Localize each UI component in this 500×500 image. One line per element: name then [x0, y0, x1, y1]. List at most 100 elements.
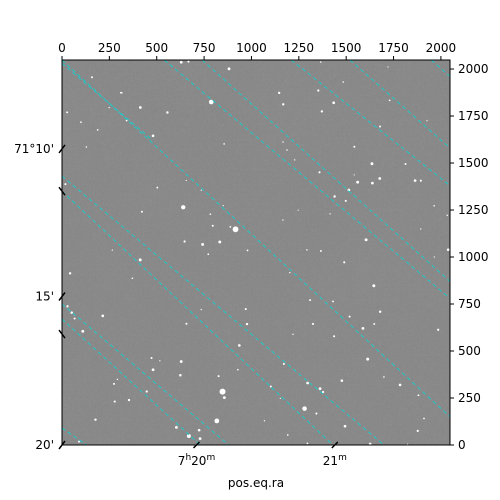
star [372, 284, 376, 288]
star [378, 177, 382, 180]
star [332, 300, 334, 303]
star [317, 89, 320, 92]
star [237, 368, 239, 371]
star [404, 163, 407, 165]
star [90, 76, 93, 79]
star [208, 99, 214, 105]
star [286, 149, 288, 151]
dec-tick-label: 15' [35, 289, 54, 303]
ra-axis: 7h20m 21m [178, 441, 347, 468]
star [282, 219, 284, 221]
star [198, 437, 202, 441]
star [125, 119, 128, 122]
top-pixel-axis: 0 250 500 750 1000 1250 1500 1750 2000 [58, 41, 456, 60]
dec-tick-mark [58, 144, 66, 154]
star [419, 179, 422, 182]
star [131, 277, 134, 280]
star [286, 434, 289, 436]
top-tick-label: 750 [193, 41, 216, 55]
star [446, 248, 450, 252]
top-tick-label: 1000 [236, 41, 267, 55]
dec-tick-label: 71°10' [14, 142, 54, 156]
right-tick-label: 500 [458, 344, 481, 358]
star [388, 99, 391, 102]
top-tick-label: 0 [58, 41, 66, 55]
ra-tick-mark [331, 441, 339, 449]
star [151, 134, 155, 138]
star [378, 310, 382, 313]
star [368, 442, 372, 445]
star [201, 243, 204, 246]
star [282, 103, 285, 106]
star [145, 390, 148, 393]
star [187, 60, 190, 63]
star [356, 180, 360, 184]
star [116, 378, 119, 380]
star [383, 376, 385, 378]
ra-tick-label: 7h20m [178, 453, 215, 468]
top-tick-label: 2000 [426, 41, 457, 55]
star [80, 121, 82, 123]
star [353, 145, 356, 148]
star [138, 106, 142, 109]
star [344, 199, 347, 202]
star [342, 81, 345, 83]
dec-minor-tick [58, 329, 66, 339]
star [185, 179, 187, 182]
star [140, 210, 143, 213]
star [366, 357, 370, 361]
star [437, 328, 440, 331]
grid-line-3 [62, 427, 87, 445]
star [85, 146, 88, 148]
star [181, 205, 186, 210]
star [320, 61, 322, 63]
star [347, 188, 351, 192]
star [320, 110, 324, 113]
top-tick-label: 1250 [284, 41, 315, 55]
star [156, 186, 159, 189]
star [197, 428, 201, 432]
grid-line-5 [290, 60, 450, 186]
star [232, 226, 239, 233]
right-tick-label: 750 [458, 297, 481, 311]
star [333, 335, 336, 338]
star [138, 258, 142, 262]
star [219, 388, 226, 395]
star [244, 308, 247, 311]
star [246, 249, 249, 252]
star [223, 143, 225, 145]
star [420, 228, 422, 230]
star [159, 360, 161, 362]
star [387, 66, 389, 68]
star [379, 125, 382, 128]
coordinate-grid [62, 60, 450, 445]
ra-tick-mark [192, 441, 201, 449]
star [222, 204, 224, 207]
star [364, 238, 368, 242]
star [315, 412, 318, 415]
star [174, 425, 178, 429]
star [279, 397, 281, 400]
star [151, 368, 155, 372]
dec-tick-mark [58, 440, 66, 450]
star [413, 179, 417, 182]
star [166, 111, 169, 114]
star [340, 379, 344, 383]
star [426, 120, 428, 122]
right-pixel-axis: 0 250 500 750 1000 1250 1500 1750 2000 [450, 62, 489, 452]
star [179, 60, 183, 64]
star [423, 417, 425, 420]
dec-axis: 71°10' 15' 20' [14, 142, 66, 452]
top-tick-label: 500 [145, 41, 168, 55]
top-tick-label: 1750 [378, 41, 409, 55]
grid-line-2 [62, 303, 230, 445]
star [185, 322, 188, 325]
star [66, 111, 69, 114]
star [209, 213, 212, 215]
dec-minor-tick [58, 186, 66, 196]
right-tick-label: 1500 [458, 156, 489, 170]
right-tick-label: 2000 [458, 62, 489, 76]
grid-line-7 [62, 60, 450, 418]
star [433, 204, 435, 207]
star [343, 261, 346, 264]
